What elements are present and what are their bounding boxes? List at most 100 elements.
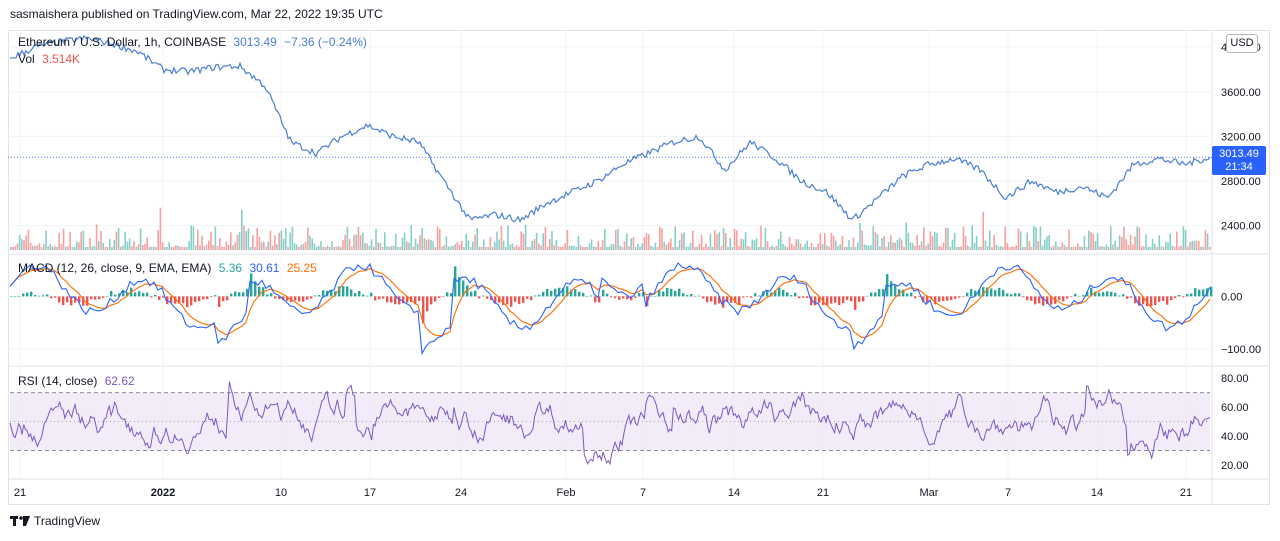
macd-histogram-bar xyxy=(982,287,985,297)
macd-histogram-bar xyxy=(902,289,905,297)
symbol-name: Ethereum / U.S. Dollar, 1h, COINBASE xyxy=(18,35,227,49)
macd-histogram-bar xyxy=(654,296,657,297)
volume-bar xyxy=(1187,246,1189,250)
volume-bar xyxy=(419,235,421,250)
volume-bar xyxy=(91,246,93,250)
volume-bar xyxy=(1198,241,1200,250)
volume-bar xyxy=(128,238,131,250)
macd-histogram-bar xyxy=(358,290,361,297)
macd-histogram-bar xyxy=(950,296,953,300)
macd-histogram-bar xyxy=(154,295,157,297)
volume-bar xyxy=(791,243,793,250)
macd-histogram-bar xyxy=(890,281,893,297)
volume-bar xyxy=(269,230,272,250)
volume-bar xyxy=(760,225,762,250)
volume-bar xyxy=(296,244,298,250)
macd-histogram-bar xyxy=(906,293,909,297)
volume-bar xyxy=(1127,245,1130,250)
macd-histogram-bar xyxy=(238,292,241,297)
volume-bar xyxy=(139,228,142,250)
volume-bar xyxy=(1184,229,1187,250)
volume-bar xyxy=(661,228,663,250)
volume-bar xyxy=(522,233,525,250)
macd-histogram-bar xyxy=(174,296,177,304)
volume-bar xyxy=(87,247,89,250)
volume-bar xyxy=(170,246,173,250)
volume-bar xyxy=(274,235,276,250)
volume-bar xyxy=(1178,246,1180,250)
macd-histogram-bar xyxy=(994,290,997,297)
macd-histogram-bar xyxy=(1062,296,1065,302)
volume-bar xyxy=(1044,239,1046,250)
volume-bar xyxy=(1059,246,1061,250)
volume-bar xyxy=(810,243,813,250)
volume-bar xyxy=(337,246,340,250)
volume-bar xyxy=(357,226,360,250)
volume-bar xyxy=(131,246,133,250)
macd-histogram-bar xyxy=(970,288,973,297)
macd-histogram-bar xyxy=(310,296,313,299)
macd-histogram-bar xyxy=(222,296,225,302)
currency-button[interactable]: USD xyxy=(1226,34,1258,53)
volume-bar xyxy=(865,245,868,250)
macd-histogram-bar xyxy=(1058,296,1061,300)
volume-bar xyxy=(485,246,487,250)
volume-bar xyxy=(1206,233,1209,250)
footer-brand[interactable]: TradingView xyxy=(10,514,100,528)
volume-bar xyxy=(557,246,560,250)
volume-bar xyxy=(703,246,705,250)
tradingview-logo-icon xyxy=(10,515,30,527)
volume-bar xyxy=(370,239,373,250)
macd-histogram-bar xyxy=(1078,295,1081,297)
volume-bar xyxy=(1079,246,1081,250)
rsi-line xyxy=(9,381,1211,466)
macd-histogram-bar xyxy=(542,291,545,297)
macd-histogram-bar xyxy=(614,296,617,299)
rsi-value: 62.62 xyxy=(104,374,135,388)
volume-bar xyxy=(654,242,657,250)
volume-bar xyxy=(843,246,846,250)
volume-bar xyxy=(401,237,404,250)
volume-bar xyxy=(780,231,782,250)
volume-bar xyxy=(542,233,544,250)
volume-bar xyxy=(1180,245,1182,250)
volume-bar xyxy=(826,245,828,250)
volume-bar xyxy=(287,246,289,250)
volume-bar xyxy=(1061,242,1064,250)
volume-bar xyxy=(406,241,408,250)
volume-bar xyxy=(729,237,731,250)
volume-bar xyxy=(194,245,197,250)
volume-bar xyxy=(870,245,872,250)
volume-bar xyxy=(417,243,419,250)
volume-bar xyxy=(540,245,542,250)
volume-bar xyxy=(456,241,459,250)
volume-bar xyxy=(1156,246,1158,250)
volume-bar xyxy=(1024,246,1026,250)
volume-bar xyxy=(32,245,34,250)
volume-bar xyxy=(348,239,351,250)
volume-bar xyxy=(1189,242,1191,250)
macd-histogram-bar xyxy=(70,296,73,306)
macd-histogram-bar xyxy=(474,290,477,297)
volume-bar xyxy=(1063,245,1066,250)
macd-histogram-bar xyxy=(746,296,749,297)
volume-bar xyxy=(751,239,753,250)
macd-histogram-bar xyxy=(806,296,809,299)
macd-line-value: 30.61 xyxy=(249,261,280,275)
volume-bar xyxy=(953,232,956,250)
volume-bar xyxy=(76,241,78,250)
macd-histogram-bar xyxy=(570,289,573,297)
volume-bar xyxy=(1176,231,1178,250)
volume-bar xyxy=(685,246,687,250)
volume-bar xyxy=(282,238,285,250)
volume-bar xyxy=(881,237,883,250)
x-tick-label: 21 xyxy=(14,487,26,499)
macd-histogram-bar xyxy=(34,295,37,297)
volume-bar xyxy=(362,232,364,250)
volume-bar xyxy=(291,226,294,250)
volume-bar xyxy=(65,246,67,250)
macd-histogram-bar xyxy=(1134,296,1137,304)
macd-histogram-bar xyxy=(530,296,533,301)
volume-bar xyxy=(104,246,107,250)
